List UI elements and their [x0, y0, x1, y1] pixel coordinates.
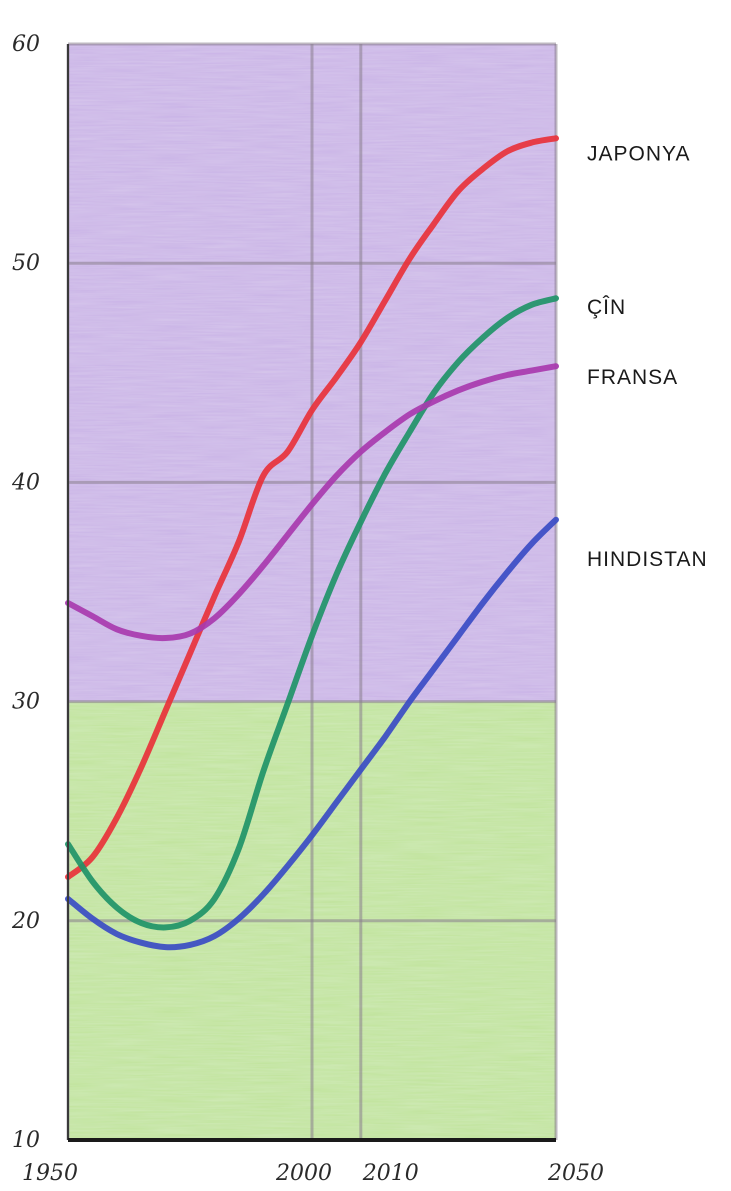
- series-label-fransa: FRANSA: [587, 366, 678, 389]
- axes: [67, 44, 556, 1142]
- series-label--n: ÇÎN: [587, 296, 626, 319]
- x-tick-label-2050: 2050: [547, 1161, 604, 1186]
- tick-labels: 10 20 30 40 50 60 1950 2000 2010 2050: [11, 32, 604, 1186]
- y-tick-label-20: 20: [11, 909, 40, 934]
- y-tick-label-40: 40: [11, 470, 40, 495]
- y-tick-label-30: 30: [12, 690, 40, 715]
- x-tick-label-2000: 2000: [275, 1161, 332, 1186]
- series-line-japonya: [65, 135, 559, 880]
- series-line-hindistan: [65, 516, 559, 951]
- series-line-fransa: [65, 363, 559, 642]
- series-lines: [65, 135, 559, 951]
- series-label-japonya: JAPONYA: [587, 143, 690, 166]
- x-tick-label-1950: 1950: [22, 1161, 78, 1186]
- y-tick-label-60: 60: [12, 32, 40, 57]
- y-tick-label-10: 10: [12, 1128, 40, 1153]
- x-tick-label-2010: 2010: [362, 1161, 419, 1186]
- y-tick-label-50: 50: [12, 251, 40, 276]
- series-labels: JAPONYA ÇÎN FRANSA HINDISTAN: [587, 143, 708, 572]
- series-label-hindistan: HINDISTAN: [587, 548, 708, 571]
- series-line--n: [65, 295, 559, 931]
